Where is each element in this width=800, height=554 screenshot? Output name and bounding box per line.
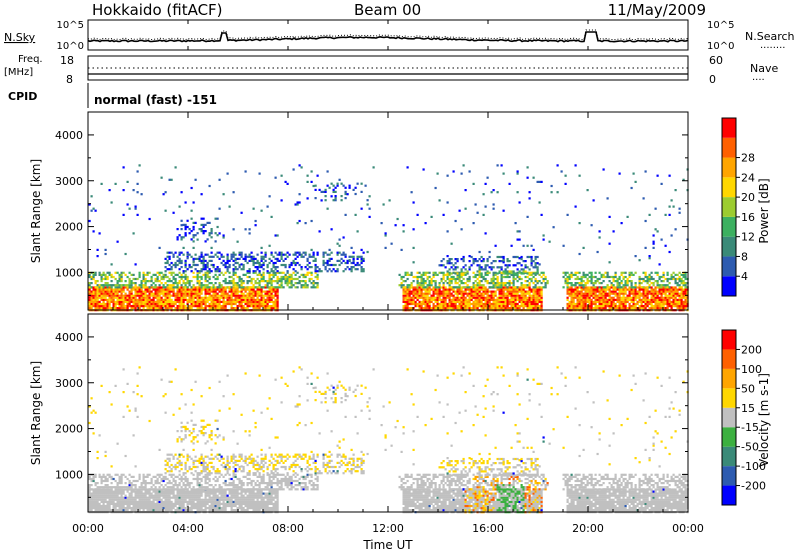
velocity-yaxis: 1000 2000 3000 4000: [55, 331, 688, 498]
colorbar-tick-label: 4: [741, 270, 748, 283]
noise-tick-low-right: 10^0: [707, 41, 734, 52]
ytick-label: 1000: [55, 468, 83, 481]
power-ylabel: Slant Range [km]: [29, 159, 43, 263]
colorbar-tick-label: -50: [741, 441, 759, 454]
colorbar-segment: [722, 197, 736, 217]
time-axis: 00:00 04:00 08:00 12:00 16:00 20:00 00:00: [72, 20, 704, 535]
ytick-label: 2000: [55, 423, 83, 436]
noise-sky-trace: [87, 31, 689, 43]
nsearch-label: N.Search: [745, 30, 795, 43]
colorbar-tick-label: 16: [741, 211, 755, 224]
colorbar-segment: [722, 330, 736, 350]
colorbar-segment: [722, 236, 736, 257]
nsearch-dots: ........: [760, 40, 785, 51]
velocity-cbar-label: Velocity [m s-1]: [757, 373, 771, 467]
freq-tick-high: 18: [60, 54, 74, 67]
colorbar-tick-label: -200: [741, 480, 766, 493]
colorbar-segment: [722, 466, 736, 486]
colorbar-tick-label: 12: [741, 231, 755, 244]
colorbar-tick-label: 200: [741, 343, 762, 356]
cpid-text: normal (fast) -151: [94, 93, 217, 107]
colorbar-frame: [721, 329, 737, 506]
noise-panel: N.Sky 10^5 10^0 10^5 10^0 N.Search .....…: [4, 19, 795, 52]
power-panel: 1000 2000 3000 4000 Slant Range [km] 4 8 12 16…: [29, 111, 771, 312]
colorbar-tick-label: -15: [741, 421, 759, 434]
time-tick-label: 04:00: [172, 522, 204, 535]
colorbar-segment: [722, 446, 736, 467]
time-tick-label: 20:00: [572, 522, 604, 535]
colorbar-segment: [722, 216, 736, 237]
freq-tick-low: 8: [66, 73, 73, 86]
power-cbar-label: Power [dB]: [757, 178, 771, 243]
time-tick-label: 16:00: [472, 522, 504, 535]
colorbar-tick-label: 100: [741, 363, 762, 376]
freq-panel: Freq. [MHz] 18 8 60 0 Nave .... CPID nor…: [4, 54, 778, 108]
colorbar-segment: [722, 349, 736, 369]
colorbar-tick-label: 20: [741, 191, 755, 204]
noise-tick-high-right: 10^5: [707, 20, 734, 31]
ytick-label: 2000: [55, 221, 83, 234]
time-tick-label: 00:00: [72, 522, 104, 535]
nave-label: Nave: [750, 62, 778, 75]
freq-label-2: [MHz]: [4, 67, 33, 78]
time-tick-label: 00:00: [672, 522, 704, 535]
time-tick-label: 12:00: [372, 522, 404, 535]
power-colorbar: 4 8 12 16 20 24 28: [721, 117, 755, 297]
noise-tick-high: 10^5: [57, 20, 84, 31]
noise-search-trace: [87, 29, 689, 41]
colorbar-segment: [722, 256, 736, 277]
nave-tick-high: 60: [709, 54, 723, 67]
cpid-label: CPID: [8, 90, 37, 103]
ytick-label: 4000: [55, 129, 83, 142]
colorbar-segment: [722, 485, 736, 505]
ytick-label: 3000: [55, 175, 83, 188]
colorbar-segment: [722, 276, 736, 296]
velocity-panel: 1000 2000 3000 4000 Slant Range [km] 200 100…: [29, 313, 771, 514]
nave-tick-low: 0: [709, 73, 716, 86]
nave-dots: ....: [752, 72, 765, 83]
colorbar-tick-label: 28: [741, 152, 755, 165]
ytick-label: 4000: [55, 331, 83, 344]
nsky-label: N.Sky: [4, 31, 36, 44]
colorbar-segment: [722, 368, 736, 389]
ytick-label: 1000: [55, 266, 83, 279]
beam-title: Beam 00: [354, 1, 421, 19]
colorbar-segment: [722, 177, 736, 198]
colorbar-segment: [722, 137, 736, 158]
colorbar-tick-label: 15: [741, 402, 755, 415]
colorbar-tick-label: -100: [741, 460, 766, 473]
colorbar-segment: [722, 388, 736, 408]
velocity-scatter: [88, 366, 689, 514]
velocity-ylabel: Slant Range [km]: [29, 361, 43, 465]
colorbar-frame: [721, 117, 737, 297]
time-axis-label: Time UT: [362, 538, 413, 552]
date-title: 11/May/2009: [608, 1, 706, 19]
ytick-label: 3000: [55, 377, 83, 390]
station-title: Hokkaido (fitACF): [92, 1, 223, 19]
colorbar-segment: [722, 157, 736, 178]
power-yaxis: 1000 2000 3000 4000: [55, 129, 688, 296]
velocity-colorbar: 200 100 50 15 -15 -50 -100 -200: [721, 329, 766, 506]
power-scatter: [88, 164, 689, 312]
colorbar-tick-label: 24: [741, 171, 755, 184]
colorbar-segment: [722, 427, 736, 447]
colorbar-segment: [722, 118, 736, 138]
colorbar-tick-label: 8: [741, 250, 748, 263]
freq-label-1: Freq.: [18, 54, 43, 65]
noise-tick-low: 10^0: [57, 41, 84, 52]
colorbar-tick-label: 50: [741, 382, 755, 395]
colorbar-segment: [722, 407, 736, 428]
time-tick-label: 08:00: [272, 522, 304, 535]
